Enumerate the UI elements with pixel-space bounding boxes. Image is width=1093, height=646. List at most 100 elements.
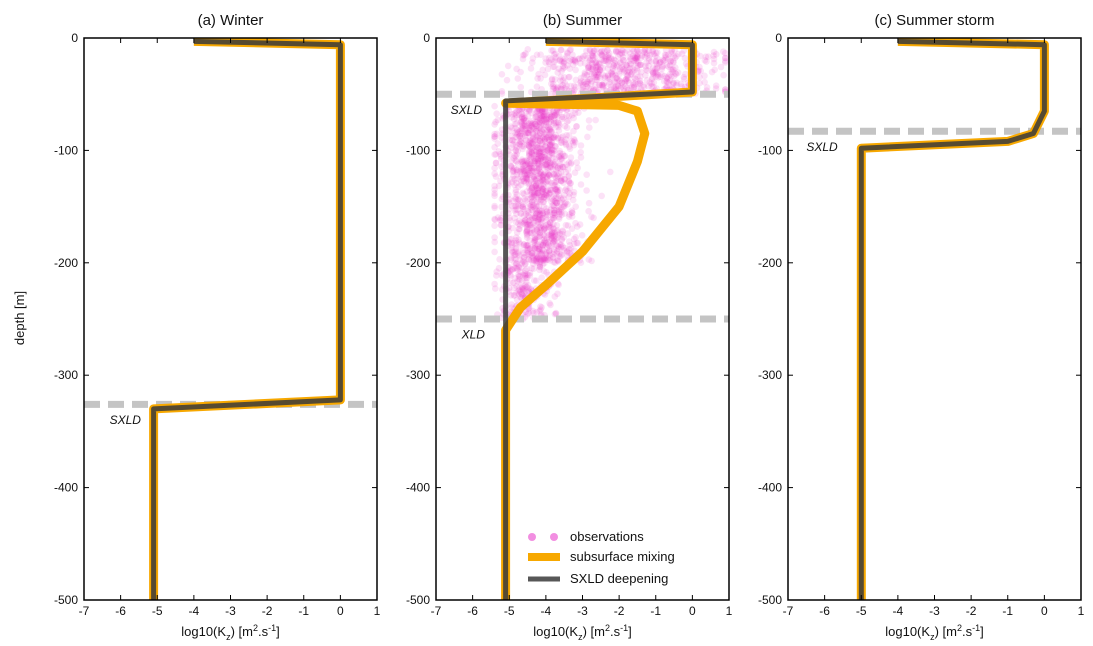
- observation-point: [655, 60, 663, 67]
- observation-point: [509, 137, 516, 144]
- observation-point: [554, 173, 561, 180]
- observation-point: [538, 113, 545, 120]
- observation-point: [536, 137, 544, 145]
- observation-point: [525, 168, 532, 175]
- observation-point: [517, 166, 525, 173]
- observation-point: [581, 60, 589, 67]
- observation-point: [517, 68, 524, 76]
- observation-point: [705, 53, 712, 60]
- observation-point: [540, 176, 547, 184]
- observation-point: [535, 150, 542, 158]
- observation-point: [535, 224, 543, 231]
- observation-point: [538, 127, 545, 134]
- observation-point: [535, 159, 542, 167]
- observation-point: [596, 81, 604, 89]
- observation-point: [533, 132, 540, 139]
- observation-point: [513, 260, 520, 268]
- observation-point: [521, 168, 529, 175]
- observation-point: [533, 207, 540, 214]
- observation-point: [711, 66, 718, 74]
- observation-point: [541, 191, 548, 198]
- observation-point: [649, 64, 657, 72]
- observation-point: [556, 149, 564, 157]
- observation-point: [520, 143, 527, 150]
- observation-point: [588, 213, 595, 221]
- observation-point: [542, 139, 549, 146]
- observation-point: [577, 259, 585, 267]
- observation-point: [541, 112, 548, 119]
- observation-point: [570, 240, 578, 248]
- observation-point: [634, 80, 642, 88]
- observation-point: [544, 170, 552, 178]
- observation-point: [572, 76, 580, 84]
- observation-point: [526, 151, 533, 158]
- observation-point: [530, 219, 537, 227]
- observation-point: [555, 170, 563, 177]
- observation-point: [537, 116, 545, 124]
- observation-point: [523, 227, 531, 235]
- observation-point: [498, 217, 505, 224]
- observation-point: [542, 118, 550, 125]
- observation-point: [551, 162, 559, 169]
- observation-point: [535, 149, 543, 156]
- observation-point: [633, 57, 640, 64]
- observation-point: [535, 107, 542, 115]
- observation-point: [491, 151, 498, 158]
- observation-point: [713, 51, 720, 58]
- observation-point: [528, 226, 536, 233]
- observation-point: [632, 54, 640, 62]
- observation-point: [528, 193, 536, 201]
- observation-point: [616, 65, 624, 72]
- observation-point: [588, 59, 595, 66]
- observation-point: [589, 49, 596, 57]
- observation-point: [550, 51, 558, 58]
- x-tick-label: -6: [467, 604, 478, 618]
- observation-point: [624, 68, 631, 76]
- observation-point: [523, 188, 531, 195]
- observation-point: [543, 210, 550, 218]
- observation-point: [526, 191, 534, 198]
- observation-point: [538, 207, 546, 215]
- observation-point: [524, 175, 531, 182]
- observation-point: [670, 66, 677, 73]
- observation-point: [522, 129, 530, 137]
- observation-point: [538, 193, 545, 201]
- observation-point: [567, 159, 575, 167]
- observation-point: [553, 199, 560, 207]
- observation-point: [595, 86, 603, 94]
- observation-point: [567, 245, 575, 252]
- observation-point: [530, 179, 538, 187]
- observation-point: [593, 71, 600, 79]
- observation-point: [546, 300, 553, 307]
- observation-point: [644, 67, 651, 74]
- observation-point: [607, 55, 615, 62]
- observation-point: [562, 168, 570, 176]
- observation-point: [529, 189, 536, 197]
- observation-point: [545, 136, 553, 144]
- layer-depth-label: SXLD: [806, 140, 838, 154]
- observation-point: [528, 198, 536, 206]
- observation-point: [511, 175, 518, 183]
- observation-point: [570, 135, 578, 143]
- observation-point: [509, 141, 516, 148]
- observation-point: [600, 82, 608, 89]
- observation-point: [624, 67, 632, 74]
- observation-point: [532, 217, 540, 225]
- observation-point: [522, 287, 529, 295]
- observation-point: [521, 117, 528, 124]
- observation-point: [552, 54, 559, 61]
- observation-point: [512, 239, 520, 247]
- observation-point: [537, 155, 545, 163]
- observation-point: [618, 46, 625, 54]
- observation-point: [508, 244, 515, 251]
- observation-point: [512, 147, 520, 155]
- observation-point: [513, 210, 520, 218]
- observation-point: [619, 63, 626, 71]
- observation-point: [543, 195, 550, 202]
- observation-point: [515, 262, 522, 270]
- observation-point: [624, 72, 631, 80]
- observation-point: [531, 158, 539, 165]
- observation-point: [708, 68, 716, 76]
- observation-point: [520, 114, 528, 122]
- observation-point: [571, 57, 579, 64]
